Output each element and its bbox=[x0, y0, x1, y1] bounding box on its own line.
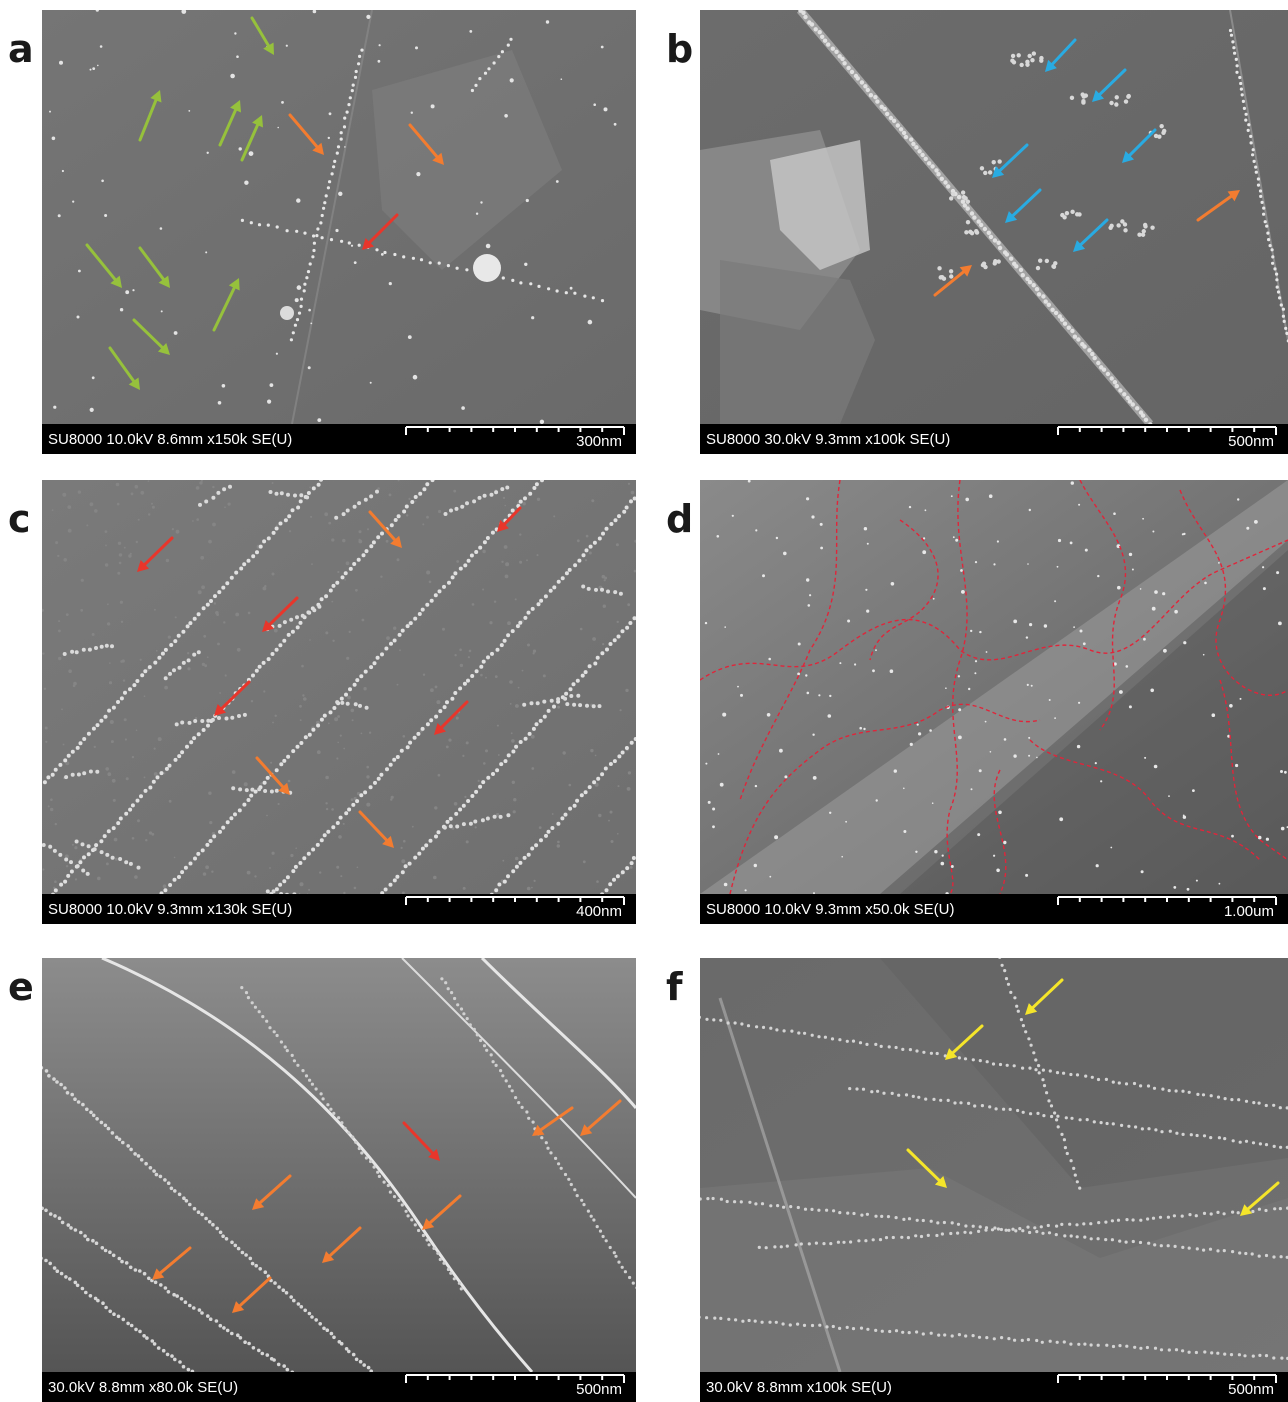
panel-label-c: c bbox=[8, 497, 31, 541]
panel-label-b: b bbox=[666, 27, 694, 71]
sem-image-d: SU8000 10.0kV 9.3mm x50.0k SE(U) 1.00um bbox=[700, 480, 1288, 924]
scale-bar-e: 500nm bbox=[404, 1372, 626, 1402]
info-bar-c: SU8000 10.0kV 9.3mm x130k SE(U) 400nm bbox=[42, 894, 636, 924]
sem-image-c: SU8000 10.0kV 9.3mm x130k SE(U) 400nm bbox=[42, 480, 636, 924]
info-bar-b: SU8000 30.0kV 9.3mm x100k SE(U) 500nm bbox=[700, 424, 1288, 454]
sem-image-f: 30.0kV 8.8mm x100k SE(U) 500nm bbox=[700, 958, 1288, 1402]
scale-bar-c: 400nm bbox=[404, 894, 626, 924]
instrument-info-c: SU8000 10.0kV 9.3mm x130k SE(U) bbox=[48, 901, 293, 918]
instrument-info-a: SU8000 10.0kV 8.6mm x150k SE(U) bbox=[48, 431, 293, 448]
scale-label-a: 300nm bbox=[576, 433, 622, 450]
instrument-info-b: SU8000 30.0kV 9.3mm x100k SE(U) bbox=[706, 431, 951, 448]
sem-image-a: SU8000 10.0kV 8.6mm x150k SE(U) 300nm bbox=[42, 10, 636, 454]
panel-label-f: f bbox=[666, 965, 683, 1009]
info-bar-a: SU8000 10.0kV 8.6mm x150k SE(U) 300nm bbox=[42, 424, 636, 454]
scale-label-b: 500nm bbox=[1228, 433, 1274, 450]
scale-bar-b: 500nm bbox=[1056, 424, 1278, 454]
panel-label-d: d bbox=[666, 497, 694, 541]
instrument-info-f: 30.0kV 8.8mm x100k SE(U) bbox=[706, 1379, 892, 1396]
panel-label-e: e bbox=[8, 965, 34, 1009]
micrograph-c bbox=[42, 480, 636, 894]
scale-label-d: 1.00um bbox=[1223, 903, 1274, 920]
sem-image-b: SU8000 30.0kV 9.3mm x100k SE(U) 500nm bbox=[700, 10, 1288, 454]
micrograph-f bbox=[700, 958, 1288, 1372]
panel-label-a: a bbox=[8, 27, 34, 71]
scale-bar-f: 500nm bbox=[1056, 1372, 1278, 1402]
micrograph-b bbox=[700, 10, 1288, 424]
scale-label-c: 400nm bbox=[576, 903, 622, 920]
instrument-info-d: SU8000 10.0kV 9.3mm x50.0k SE(U) bbox=[706, 901, 955, 918]
scale-bar-a: 300nm bbox=[404, 424, 626, 454]
micrograph-e bbox=[42, 958, 636, 1372]
scale-label-f: 500nm bbox=[1228, 1381, 1274, 1398]
micrograph-d bbox=[700, 480, 1288, 894]
scale-label-e: 500nm bbox=[576, 1381, 622, 1398]
scale-bar-d: 1.00um bbox=[1056, 894, 1278, 924]
sem-image-e: 30.0kV 8.8mm x80.0k SE(U) 500nm bbox=[42, 958, 636, 1402]
info-bar-f: 30.0kV 8.8mm x100k SE(U) 500nm bbox=[700, 1372, 1288, 1402]
instrument-info-e: 30.0kV 8.8mm x80.0k SE(U) bbox=[48, 1379, 239, 1396]
info-bar-e: 30.0kV 8.8mm x80.0k SE(U) 500nm bbox=[42, 1372, 636, 1402]
micrograph-a bbox=[42, 10, 636, 424]
info-bar-d: SU8000 10.0kV 9.3mm x50.0k SE(U) 1.00um bbox=[700, 894, 1288, 924]
